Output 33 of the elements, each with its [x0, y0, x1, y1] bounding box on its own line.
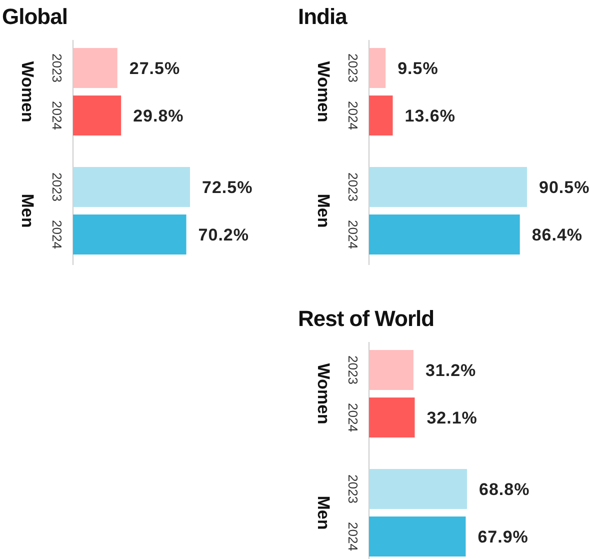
y-tick-label: 2024 [345, 101, 360, 130]
data-label: 27.5% [129, 58, 180, 78]
text: Men [314, 194, 334, 228]
data-label: 70.2% [198, 225, 249, 244]
y-tick-label: 2023 [345, 54, 360, 82]
chart-title: Global [2, 4, 68, 29]
y-tick-label: 2024 [345, 220, 360, 249]
text: Men [18, 194, 38, 228]
data-label: 31.2% [425, 360, 476, 380]
text: Women [314, 61, 334, 122]
data-label: 9.5% [398, 58, 438, 78]
data-label: 86.4% [532, 225, 583, 244]
y-tick-label: 2023 [49, 172, 64, 202]
text: Men [314, 496, 334, 530]
data-label: 72.5% [202, 178, 253, 197]
data-label: 67.9% [478, 527, 528, 546]
y-tick-label: 2024 [345, 403, 360, 432]
data-label: 32.1% [426, 408, 478, 428]
data-label: 90.5% [539, 178, 590, 197]
chart-title: Rest of World [298, 306, 434, 331]
y-tick-label: 2023 [345, 172, 360, 202]
text: Women [314, 363, 334, 424]
data-label: 13.6% [404, 106, 456, 126]
y-tick-label: 2024 [49, 101, 64, 130]
data-label: 68.8% [479, 480, 530, 499]
data-label: 29.8% [133, 106, 184, 126]
y-tick-label: 2023 [49, 54, 64, 82]
text: Women [18, 61, 38, 122]
y-tick-label: 2024 [49, 220, 64, 249]
y-tick-label: 2023 [345, 474, 360, 504]
y-tick-label: 2024 [345, 522, 360, 551]
y-tick-label: 2023 [345, 356, 360, 384]
chart-title: India [298, 4, 348, 29]
